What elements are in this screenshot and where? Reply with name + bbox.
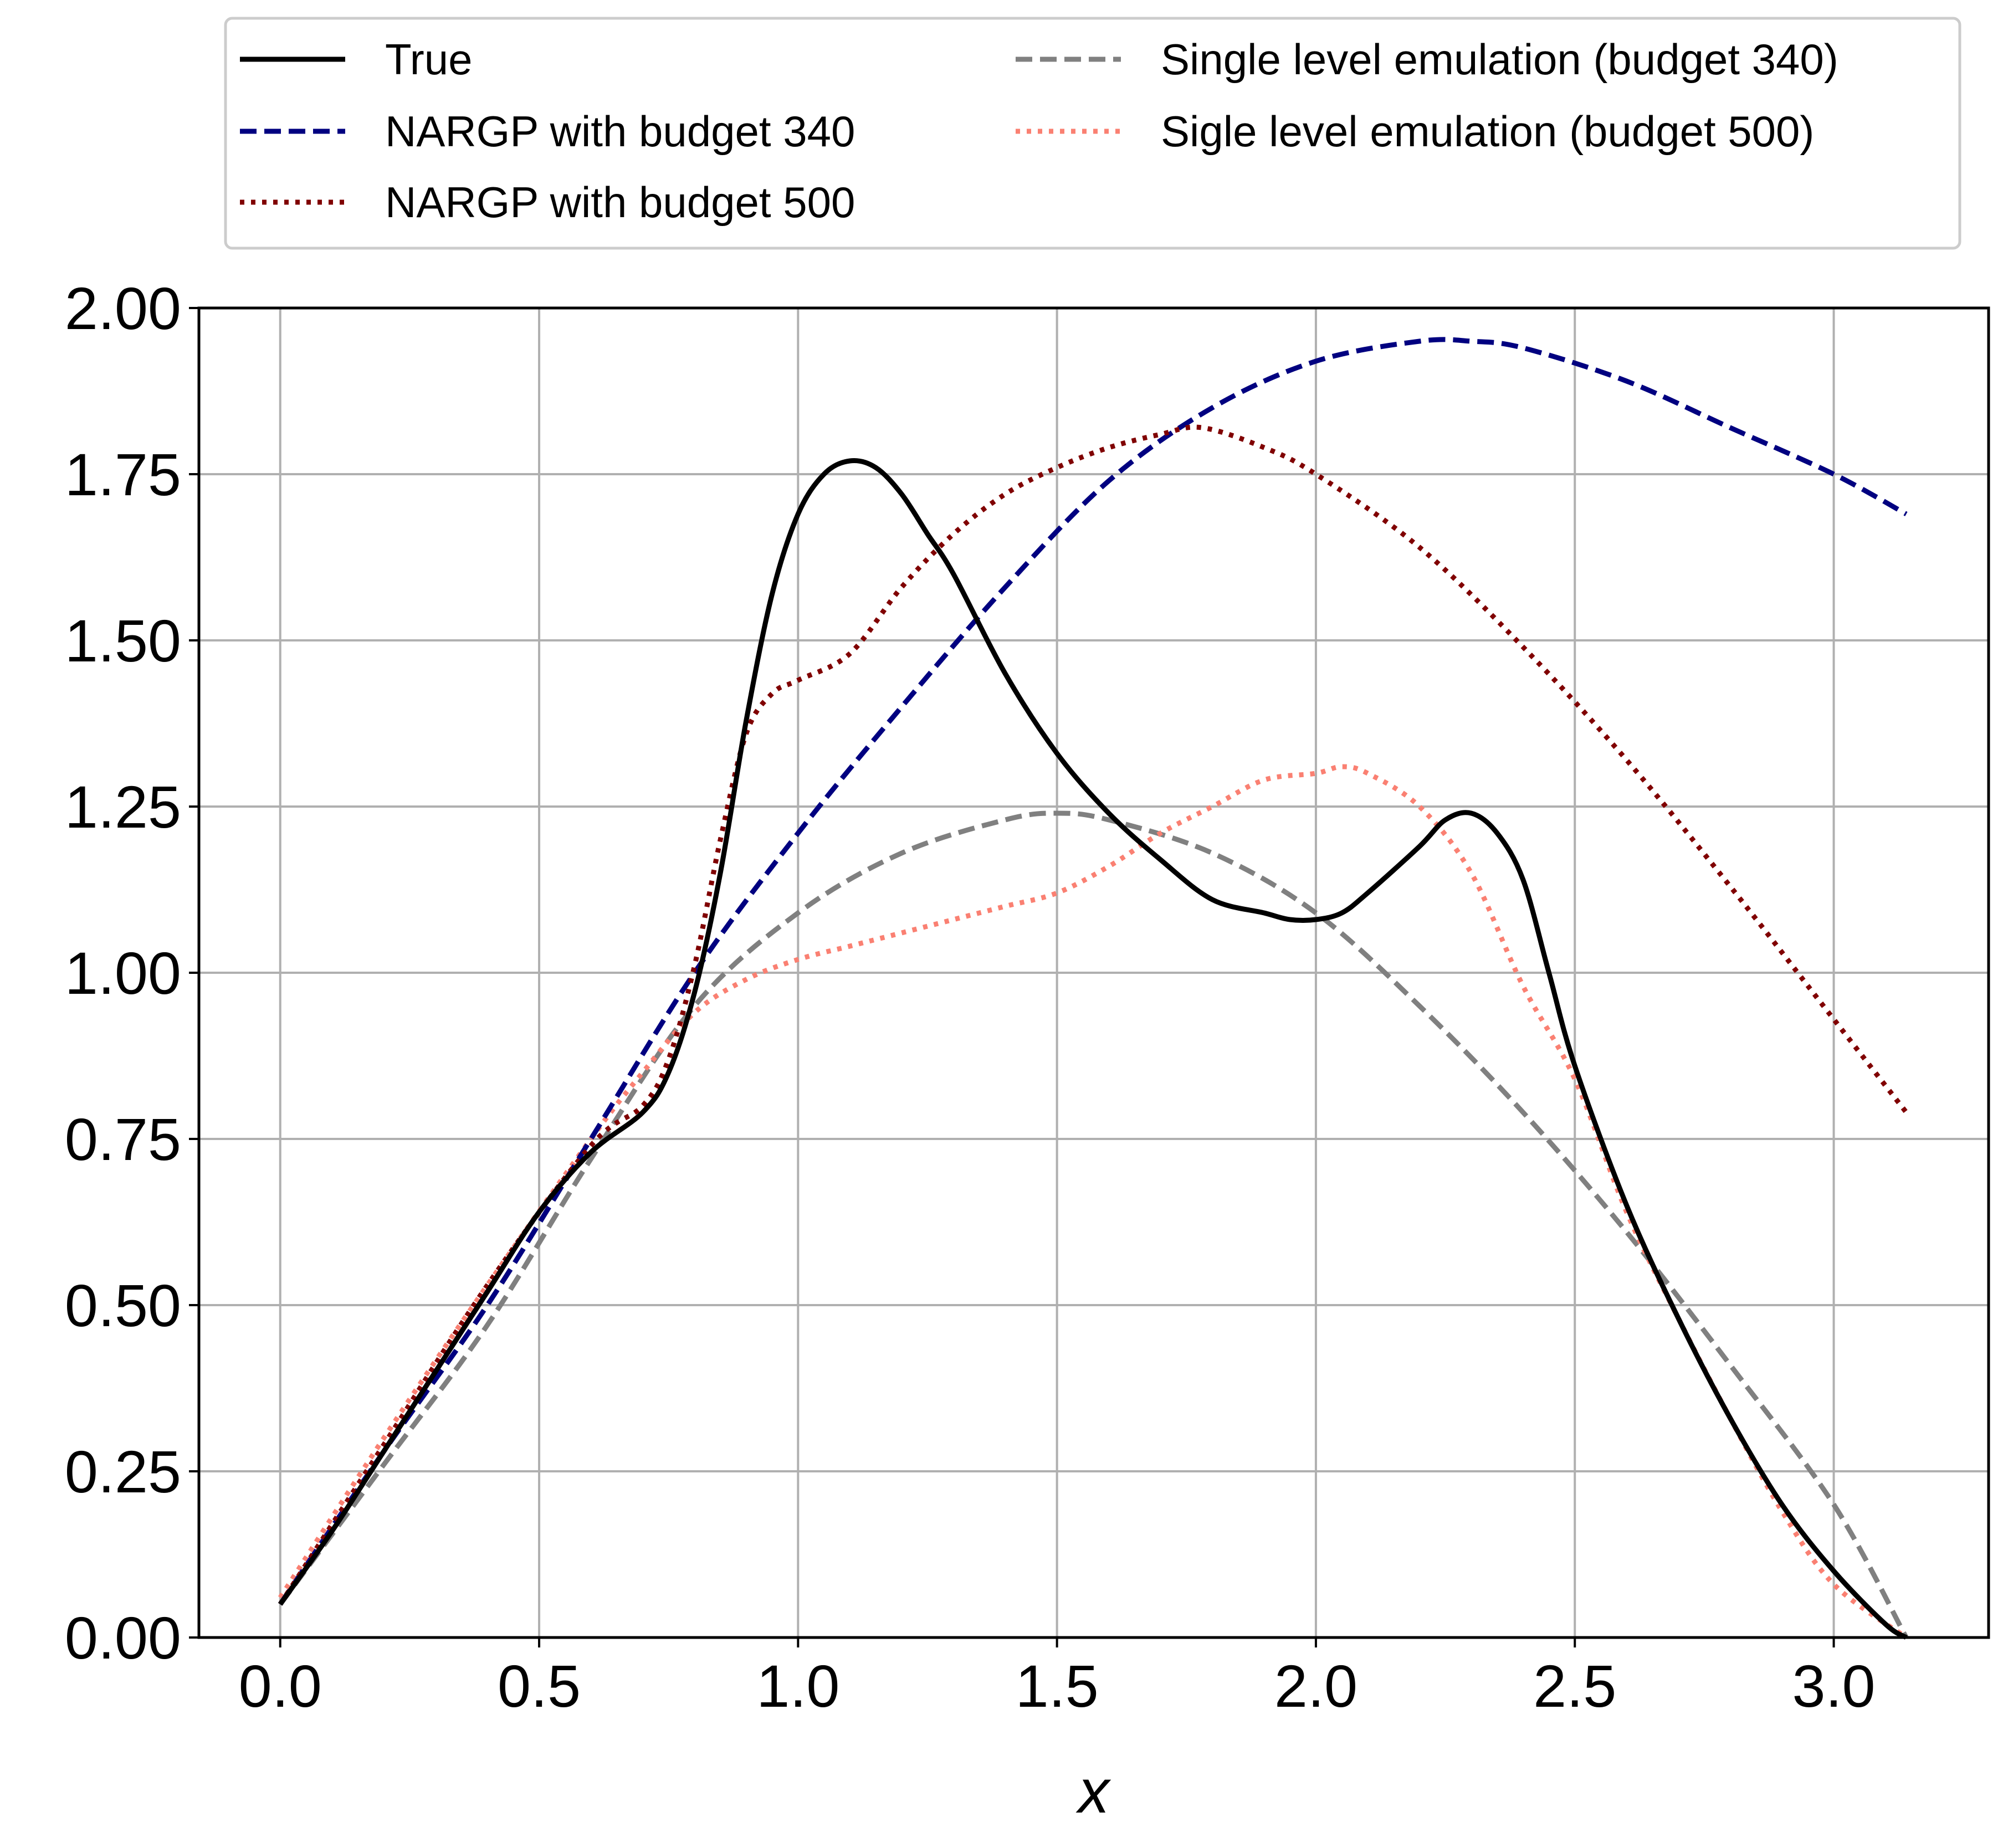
legend-label: True xyxy=(385,35,473,84)
legend-entry-nargp-500: NARGP with budget 500 xyxy=(240,178,855,227)
legend-entries: True NARGP with budget 340 NARGP with budg… xyxy=(240,35,1838,227)
y-tick-label: 1.50 xyxy=(65,607,181,674)
y-tick-label: 0.50 xyxy=(65,1272,181,1339)
series-lines xyxy=(278,337,1909,1640)
y-tick-label: 1.75 xyxy=(65,441,181,508)
y-axis-ticks: 0.00 0.25 0.50 0.75 1.00 1.25 1.50 1.75 2.00 xyxy=(65,275,199,1671)
y-tick-label: 0.75 xyxy=(65,1106,181,1173)
y-tick-label: 1.00 xyxy=(65,940,181,1007)
legend: True NARGP with budget 340 NARGP with budg… xyxy=(224,17,1961,250)
x-tick-label: 0.0 xyxy=(239,1652,322,1719)
y-tick-label: 1.25 xyxy=(65,773,181,840)
series-nargp-340-line xyxy=(278,337,1908,1606)
x-axis-label: x xyxy=(1075,1757,1111,1826)
y-tick-label: 0.25 xyxy=(65,1438,181,1505)
legend-label: NARGP with budget 340 xyxy=(385,107,855,156)
series-single-340-line xyxy=(278,810,1909,1639)
x-axis-ticks: 0.0 0.5 1.0 1.5 2.0 2.5 3.0 xyxy=(239,1637,1876,1719)
y-tick-label: 2.00 xyxy=(65,275,181,342)
legend-entry-single-500: Sigle level emulation (budget 500) xyxy=(1016,107,1814,156)
legend-entry-true: True xyxy=(240,35,473,84)
legend-label: Single level emulation (budget 340) xyxy=(1161,35,1838,84)
legend-label: Sigle level emulation (budget 500) xyxy=(1161,107,1814,156)
x-tick-label: 1.0 xyxy=(756,1652,839,1719)
series-true-line xyxy=(278,458,1908,1640)
x-tick-label: 1.5 xyxy=(1016,1652,1099,1719)
legend-entry-single-340: Single level emulation (budget 340) xyxy=(1016,35,1838,84)
x-tick-label: 3.0 xyxy=(1792,1652,1875,1719)
legend-entry-nargp-340: NARGP with budget 340 xyxy=(240,107,855,156)
x-tick-label: 2.5 xyxy=(1533,1652,1616,1719)
legend-label: NARGP with budget 500 xyxy=(385,178,855,227)
series-nargp-500-line xyxy=(278,424,1908,1606)
legend-frame xyxy=(224,17,1961,250)
x-tick-label: 2.0 xyxy=(1274,1652,1357,1719)
y-tick-label: 0.00 xyxy=(65,1604,181,1671)
x-tick-label: 0.5 xyxy=(498,1652,581,1719)
